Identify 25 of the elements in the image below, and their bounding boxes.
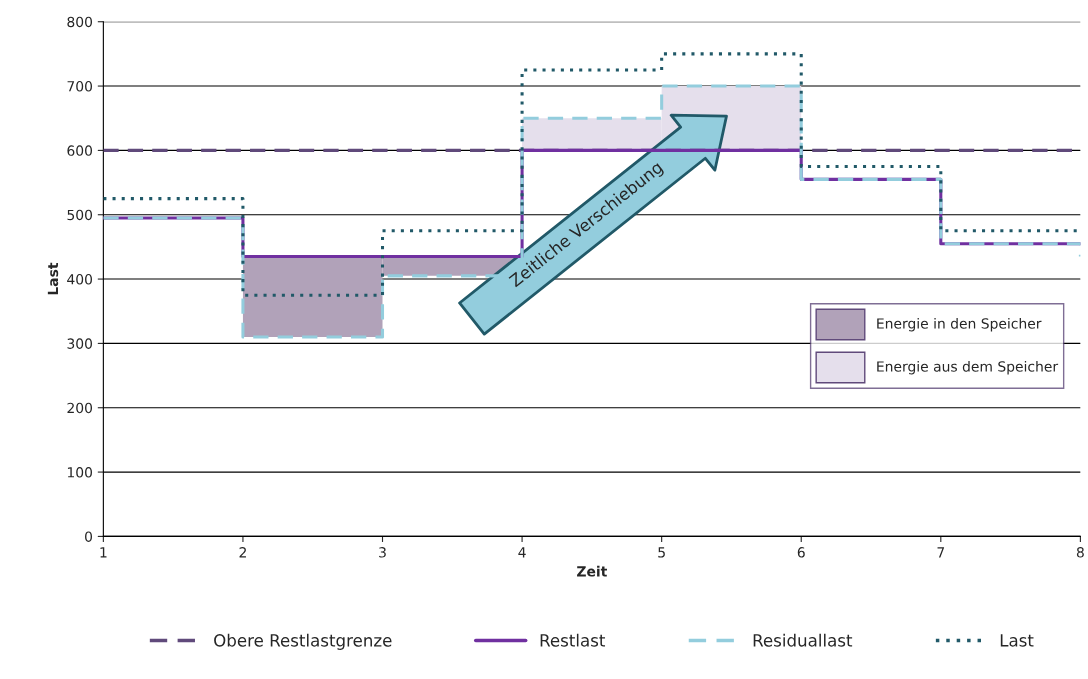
y-tick-label: 600 [67, 145, 93, 156]
y-tick-label: 700 [67, 81, 93, 92]
x-tick-label: 1 [100, 547, 107, 558]
y-tick-label: 200 [67, 402, 93, 414]
y-tick-label: 400 [67, 274, 93, 285]
x-tick-label: 3 [379, 547, 386, 558]
y-axis-title: Last [47, 262, 59, 295]
legend-label: Last [1000, 634, 1034, 647]
legend-label: Obere Restlastgrenze [214, 633, 392, 650]
x-tick-label: 6 [797, 547, 805, 558]
x-tick-label: 7 [937, 547, 945, 558]
y-tick-label: 300 [67, 338, 93, 349]
y-tick-label: 0 [85, 531, 93, 542]
legend-label: Energie aus dem Speicher [877, 360, 1059, 375]
x-tick-label: 5 [658, 547, 665, 558]
y-tick-label: 500 [67, 209, 93, 221]
legend-label: Restlast [540, 633, 606, 647]
x-tick-label: 4 [518, 547, 526, 558]
x-axis-title: Zeit [577, 565, 607, 577]
y-tick-label: 800 [67, 16, 93, 28]
y-tick-label: 100 [67, 467, 93, 478]
legend-label: Residuallast [753, 633, 853, 647]
x-tick-label: 2 [239, 547, 246, 558]
legend-label: Energie in den Speicher [877, 317, 1042, 332]
x-tick-label: 8 [1076, 547, 1084, 558]
